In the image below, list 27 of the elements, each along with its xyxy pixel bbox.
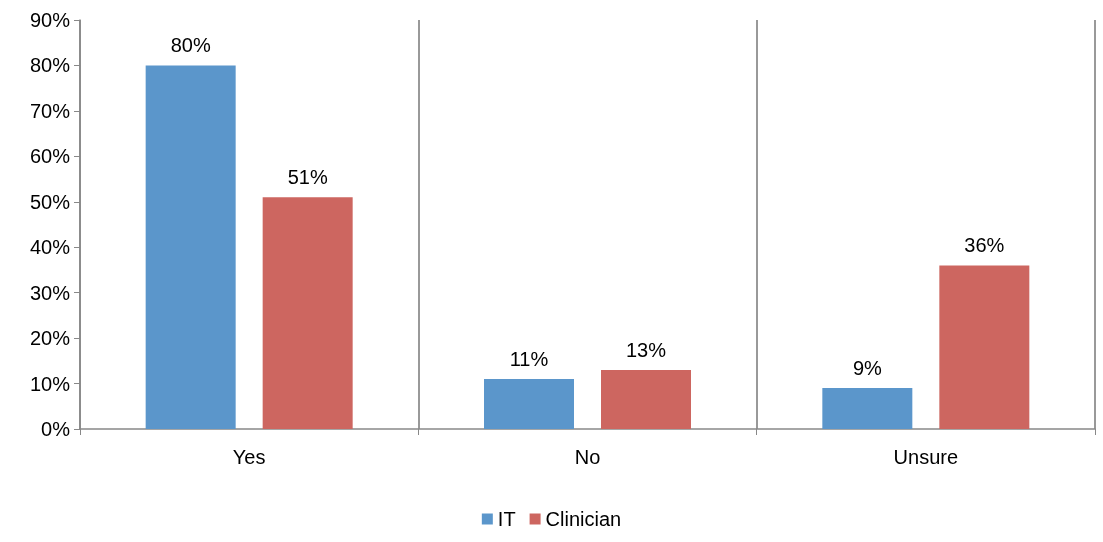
y-tick-label: 0% — [41, 418, 71, 440]
legend-label: Clinician — [545, 508, 622, 530]
x-tick-label: Unsure — [893, 446, 959, 468]
y-tick-label: 20% — [29, 327, 71, 350]
data-label: 9% — [852, 357, 882, 380]
bar — [601, 369, 691, 429]
y-tick-label: 40% — [29, 236, 71, 259]
y-tick-label: 50% — [29, 190, 71, 213]
y-tick-label: 90% — [29, 9, 71, 31]
data-label: 13% — [625, 338, 667, 361]
y-tick-label: 10% — [29, 372, 71, 395]
bar — [822, 388, 913, 429]
y-tick-label: 80% — [29, 54, 71, 77]
x-tick-label: No — [574, 446, 601, 468]
bar — [262, 197, 353, 429]
bar — [939, 265, 1030, 429]
y-tick-label: 60% — [29, 145, 71, 168]
legend-label: IT — [497, 508, 516, 530]
y-tick-label: 70% — [29, 99, 71, 122]
data-label: 51% — [287, 166, 328, 189]
y-tick-label: 30% — [29, 281, 71, 304]
data-label: 80% — [170, 34, 211, 57]
bar — [484, 379, 574, 429]
bar — [145, 65, 236, 429]
x-tick-label: Yes — [232, 446, 266, 468]
data-label: 36% — [964, 234, 1005, 257]
data-label: 11% — [509, 348, 549, 371]
